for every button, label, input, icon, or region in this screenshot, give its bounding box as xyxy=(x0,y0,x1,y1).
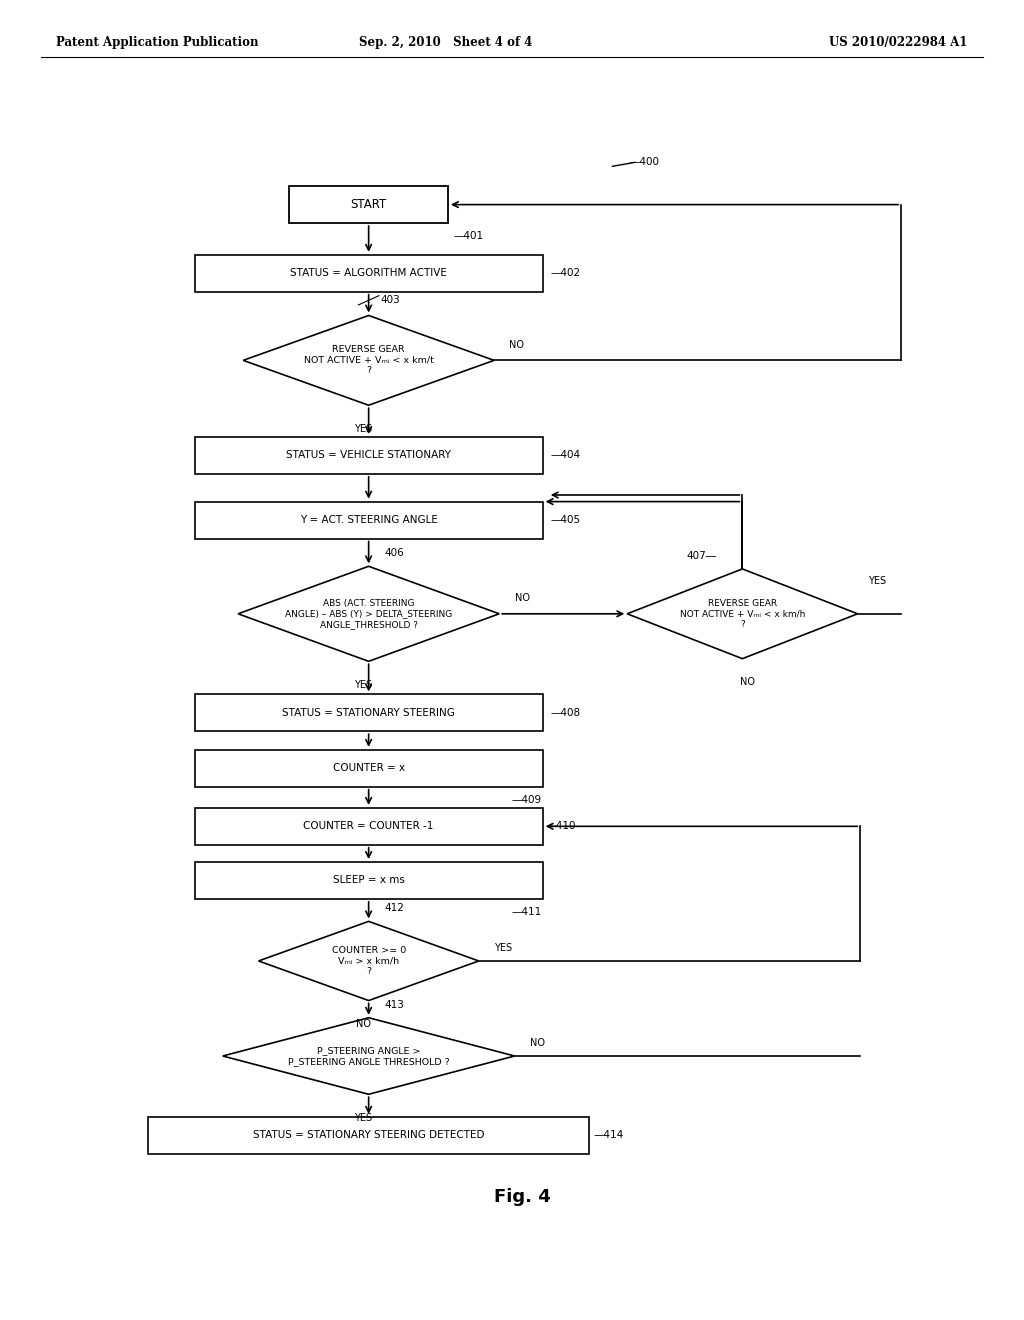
Text: NO: NO xyxy=(514,593,529,603)
Text: US 2010/0222984 A1: US 2010/0222984 A1 xyxy=(829,36,968,49)
Polygon shape xyxy=(223,1018,514,1094)
Text: ABS (ACT. STEERING
ANGLE) – ABS (Y) > DELTA_STEERING
ANGLE_THRESHOLD ?: ABS (ACT. STEERING ANGLE) – ABS (Y) > DE… xyxy=(285,599,453,628)
Polygon shape xyxy=(238,566,500,661)
Text: —402: —402 xyxy=(551,268,581,279)
Text: P_STEERING ANGLE >
P_STEERING ANGLE THRESHOLD ?: P_STEERING ANGLE > P_STEERING ANGLE THRE… xyxy=(288,1047,450,1065)
Bar xyxy=(195,750,543,787)
Text: NO: NO xyxy=(740,677,755,688)
Text: —409: —409 xyxy=(512,795,542,805)
Text: —401: —401 xyxy=(453,231,483,242)
Polygon shape xyxy=(258,921,478,1001)
Text: 403: 403 xyxy=(381,294,400,305)
Text: COUNTER >= 0
Vᵣₙᵢ > x km/h
?: COUNTER >= 0 Vᵣₙᵢ > x km/h ? xyxy=(332,946,406,975)
Text: SLEEP = x ms: SLEEP = x ms xyxy=(333,875,404,886)
Text: NO: NO xyxy=(356,1019,371,1030)
Text: YES: YES xyxy=(354,424,373,434)
Polygon shape xyxy=(244,315,494,405)
Text: START: START xyxy=(350,198,387,211)
Bar xyxy=(289,186,449,223)
Text: —408: —408 xyxy=(551,708,581,718)
Text: —400: —400 xyxy=(630,157,659,168)
Text: YES: YES xyxy=(354,1113,373,1123)
Text: STATUS = STATIONARY STEERING: STATUS = STATIONARY STEERING xyxy=(283,708,455,718)
Text: —404: —404 xyxy=(551,450,581,461)
Text: COUNTER = x: COUNTER = x xyxy=(333,763,404,774)
Text: STATUS = STATIONARY STEERING DETECTED: STATUS = STATIONARY STEERING DETECTED xyxy=(253,1130,484,1140)
Text: STATUS = ALGORITHM ACTIVE: STATUS = ALGORITHM ACTIVE xyxy=(290,268,447,279)
Text: NO: NO xyxy=(530,1038,545,1048)
Text: YES: YES xyxy=(868,576,886,586)
Text: —405: —405 xyxy=(551,515,581,525)
Bar xyxy=(195,255,543,292)
Text: REVERSE GEAR
NOT ACTIVE + Vᵣₙᵢ < x km/h
?: REVERSE GEAR NOT ACTIVE + Vᵣₙᵢ < x km/h … xyxy=(680,599,805,628)
Text: NO: NO xyxy=(510,339,524,350)
Bar xyxy=(195,862,543,899)
Bar xyxy=(148,1117,589,1154)
Text: Fig. 4: Fig. 4 xyxy=(494,1188,551,1206)
Bar xyxy=(195,437,543,474)
Bar xyxy=(195,694,543,731)
Text: REVERSE GEAR
NOT ACTIVE + Vᵣₙᵢ < x km/t
?: REVERSE GEAR NOT ACTIVE + Vᵣₙᵢ < x km/t … xyxy=(304,346,433,375)
Text: 407―: 407― xyxy=(687,550,717,561)
Text: COUNTER = COUNTER -1: COUNTER = COUNTER -1 xyxy=(303,821,434,832)
Text: —411: —411 xyxy=(512,907,543,917)
Text: 413: 413 xyxy=(384,999,403,1010)
Bar xyxy=(195,502,543,539)
Text: 406: 406 xyxy=(384,548,403,558)
Text: YES: YES xyxy=(354,680,373,690)
Text: —414: —414 xyxy=(594,1130,625,1140)
Text: Y = ACT. STEERING ANGLE: Y = ACT. STEERING ANGLE xyxy=(300,515,437,525)
Text: YES: YES xyxy=(494,942,512,953)
Text: Sep. 2, 2010   Sheet 4 of 4: Sep. 2, 2010 Sheet 4 of 4 xyxy=(358,36,532,49)
Text: 412: 412 xyxy=(384,903,403,913)
Text: STATUS = VEHICLE STATIONARY: STATUS = VEHICLE STATIONARY xyxy=(286,450,452,461)
Bar xyxy=(195,808,543,845)
Text: Patent Application Publication: Patent Application Publication xyxy=(56,36,259,49)
Text: ∼410: ∼410 xyxy=(548,821,577,832)
Polygon shape xyxy=(627,569,858,659)
